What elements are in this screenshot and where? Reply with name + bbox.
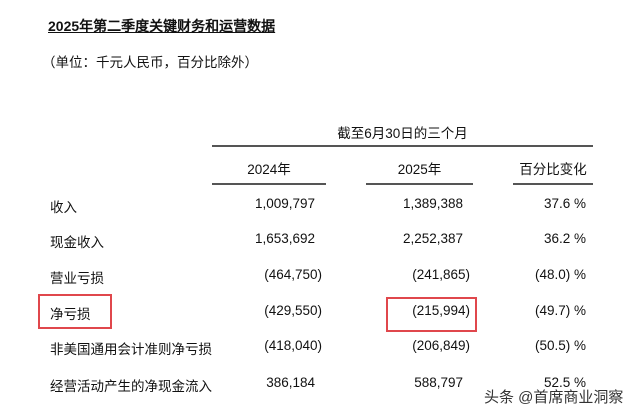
cell-2025: (215,994) — [412, 303, 470, 318]
cell-2024: (418,040) — [264, 338, 322, 353]
cell-change: (48.0) % — [534, 267, 586, 282]
cell-2024: (429,550) — [264, 303, 322, 318]
cell-change: (50.5) % — [534, 338, 586, 353]
row-label: 现金收入 — [50, 235, 104, 250]
column-header-2024: 2024年 — [247, 162, 291, 177]
header-rule — [212, 145, 593, 147]
cell-2025: (206,849) — [412, 338, 470, 353]
period-header: 截至6月30日的三个月 — [337, 126, 468, 141]
watermark: 头条 @首席商业洞察 — [484, 389, 624, 406]
row-label: 净亏损 — [50, 307, 91, 322]
cell-change: 52.5 % — [543, 375, 586, 390]
cell-change: 36.2 % — [543, 231, 586, 246]
highlight-box-label — [38, 294, 112, 329]
row-label: 营业亏损 — [50, 271, 104, 286]
cell-change: (49.7) % — [534, 303, 586, 318]
cell-2025: 588,797 — [414, 375, 463, 390]
column-header-2025: 2025年 — [397, 162, 442, 177]
cell-2025: 2,252,387 — [402, 231, 463, 246]
highlight-box-value — [386, 297, 477, 332]
row-label: 收入 — [50, 200, 77, 215]
cell-2024: 386,184 — [266, 375, 315, 390]
cell-2024: (464,750) — [264, 267, 322, 282]
unit-note: （单位：千元人民币，百分比除外） — [42, 55, 258, 70]
cell-2025: (241,865) — [412, 267, 470, 282]
column-header-change: 百分比变化 — [519, 162, 587, 177]
column-rule-2024 — [212, 183, 326, 185]
cell-change: 37.6 % — [543, 196, 586, 211]
cell-2024: 1,009,797 — [254, 196, 315, 211]
cell-2025: 1,389,388 — [402, 196, 463, 211]
column-rule-change — [513, 183, 593, 185]
row-label: 非美国通用会计准则净亏损 — [50, 342, 212, 357]
cell-2024: 1,653,692 — [254, 231, 315, 246]
row-label: 经营活动产生的净现金流入 — [50, 379, 212, 394]
column-rule-2025 — [366, 183, 473, 185]
page-title: 2025年第二季度关键财务和运营数据 — [48, 18, 276, 34]
